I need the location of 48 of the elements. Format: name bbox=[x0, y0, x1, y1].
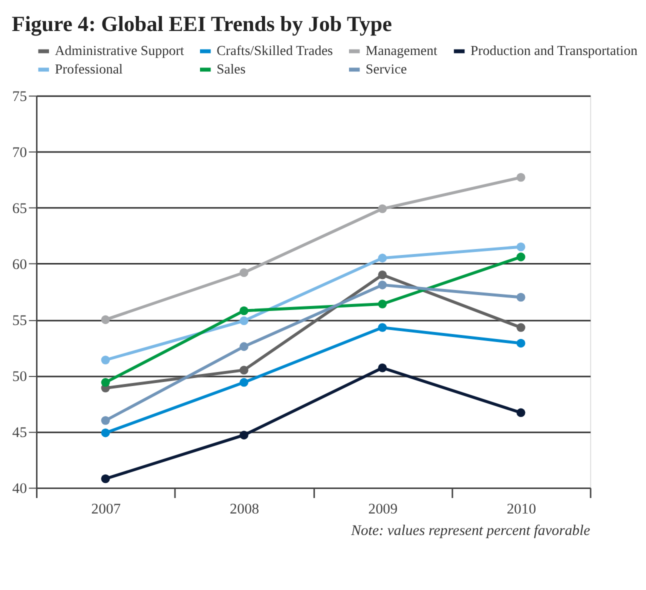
point bbox=[240, 378, 248, 387]
point bbox=[240, 430, 248, 440]
x-tick-label: 2010 bbox=[506, 502, 536, 518]
x-tick-label: 2007 bbox=[91, 502, 121, 518]
point bbox=[516, 242, 526, 252]
point bbox=[240, 268, 248, 278]
legend-label: Administrative Support bbox=[54, 43, 184, 58]
legend-label: Service bbox=[366, 62, 407, 77]
chart-title: Figure 4: Global EEI Trends by Job Type bbox=[12, 12, 392, 36]
legend-label: Sales bbox=[216, 62, 246, 77]
point bbox=[101, 428, 110, 438]
y-tick-label: 70 bbox=[12, 145, 27, 162]
legend-label: Production and Transportation bbox=[470, 43, 638, 58]
point bbox=[516, 338, 526, 348]
point bbox=[516, 323, 526, 332]
legend-label: Crafts/Skilled Trades bbox=[216, 43, 333, 58]
legend-label: Professional bbox=[54, 62, 123, 77]
point bbox=[378, 254, 387, 262]
point bbox=[378, 363, 387, 372]
y-tick-label: 45 bbox=[12, 425, 27, 442]
legend-label: Management bbox=[366, 43, 438, 58]
point bbox=[516, 408, 526, 418]
point bbox=[516, 292, 526, 302]
point bbox=[516, 252, 526, 262]
point bbox=[240, 366, 248, 374]
point bbox=[516, 173, 526, 182]
y-tick-label: 65 bbox=[12, 201, 27, 218]
y-tick-label: 50 bbox=[12, 369, 27, 386]
point bbox=[240, 342, 248, 351]
point bbox=[378, 300, 387, 308]
x-tick-label: 2009 bbox=[368, 502, 398, 518]
point bbox=[378, 204, 387, 214]
text: Note: values represent percent favorable bbox=[350, 522, 591, 539]
y-tick-label: 55 bbox=[12, 313, 27, 330]
y-tick-label: 40 bbox=[12, 481, 27, 498]
point bbox=[240, 306, 248, 316]
point bbox=[101, 315, 110, 324]
point bbox=[378, 323, 387, 332]
y-tick-label: 60 bbox=[12, 257, 27, 274]
point bbox=[101, 474, 110, 484]
x-tick-label: 2008 bbox=[230, 502, 260, 518]
point bbox=[101, 378, 110, 387]
y-tick-label: 75 bbox=[12, 89, 27, 106]
point bbox=[101, 416, 110, 425]
point bbox=[378, 270, 387, 280]
point bbox=[240, 316, 248, 326]
point bbox=[101, 356, 110, 364]
point bbox=[378, 280, 387, 290]
